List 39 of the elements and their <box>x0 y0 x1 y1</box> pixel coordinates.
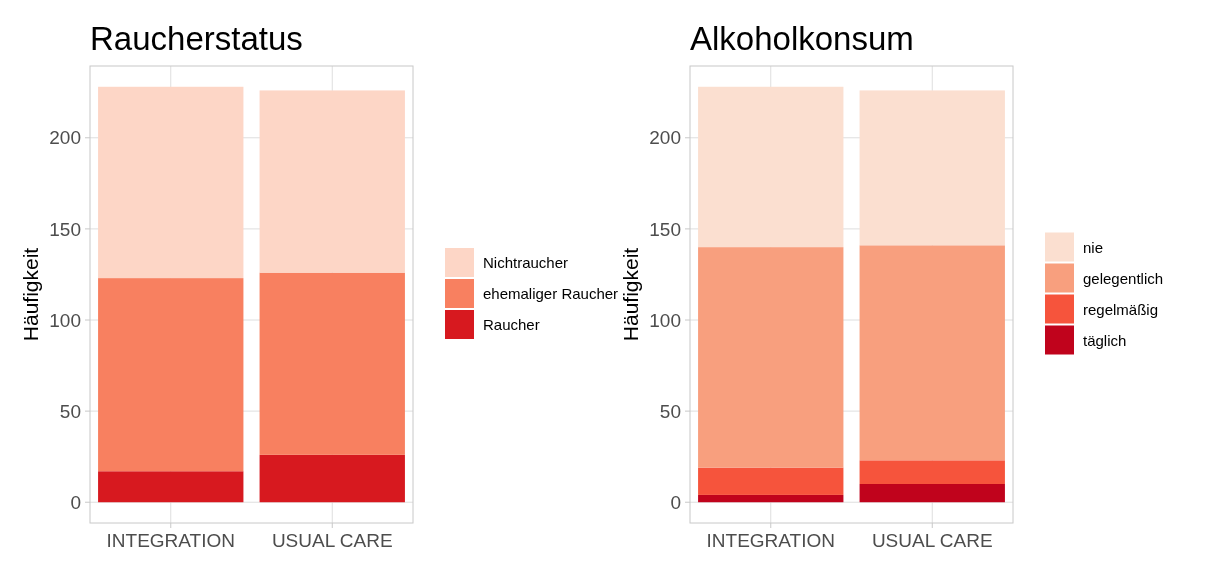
bar <box>98 86 244 279</box>
chart-title: Alkoholkonsum <box>690 20 914 57</box>
chart-title: Raucherstatus <box>90 20 303 57</box>
y-tick-label: 200 <box>649 127 681 149</box>
y-tick-label: 150 <box>649 218 681 240</box>
bar <box>698 86 844 248</box>
bar <box>98 471 244 503</box>
legend-label: nie <box>1083 238 1104 256</box>
x-tick-label: INTEGRATION <box>106 530 235 551</box>
x-tick-label: INTEGRATION <box>706 530 835 551</box>
bar <box>259 454 405 503</box>
y-tick-label: 150 <box>49 218 81 240</box>
x-tick-label: USUAL CARE <box>871 530 993 551</box>
y-axis-title: Häufigkeit <box>19 247 42 342</box>
y-tick-label: 0 <box>670 491 681 513</box>
legend-label: regelmäßig <box>1083 300 1159 318</box>
bar <box>859 484 1005 503</box>
y-tick-label: 50 <box>659 400 681 422</box>
bar <box>859 245 1005 461</box>
bar <box>98 278 244 472</box>
legend-label: gelegentlich <box>1083 269 1164 287</box>
y-tick-label: 100 <box>49 309 81 331</box>
bar <box>698 247 844 468</box>
bar <box>859 90 1005 246</box>
y-tick-label: 0 <box>70 491 81 513</box>
legend-label: ehemaliger Raucher <box>483 285 619 303</box>
legend-label: Raucher <box>483 316 540 334</box>
y-axis-title: Häufigkeit <box>619 247 642 342</box>
x-tick-label: USUAL CARE <box>271 530 393 551</box>
bar <box>259 272 405 455</box>
legend-label: Nichtraucher <box>483 254 569 272</box>
legend-label: täglich <box>1083 331 1127 349</box>
bar <box>698 494 844 503</box>
y-tick-label: 50 <box>59 400 81 422</box>
y-tick-label: 200 <box>49 127 81 149</box>
y-tick-label: 100 <box>649 309 681 331</box>
bar <box>259 90 405 273</box>
bar <box>698 467 844 495</box>
bar <box>859 460 1005 485</box>
